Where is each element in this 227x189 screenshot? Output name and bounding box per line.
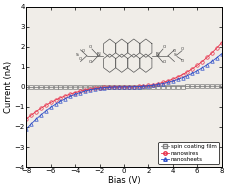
Y-axis label: Current (nA): Current (nA) [4,61,13,113]
Legend: spin coating film, nanowires, nanosheets: spin coating film, nanowires, nanosheets [158,142,218,164]
X-axis label: Bias (V): Bias (V) [107,176,140,185]
